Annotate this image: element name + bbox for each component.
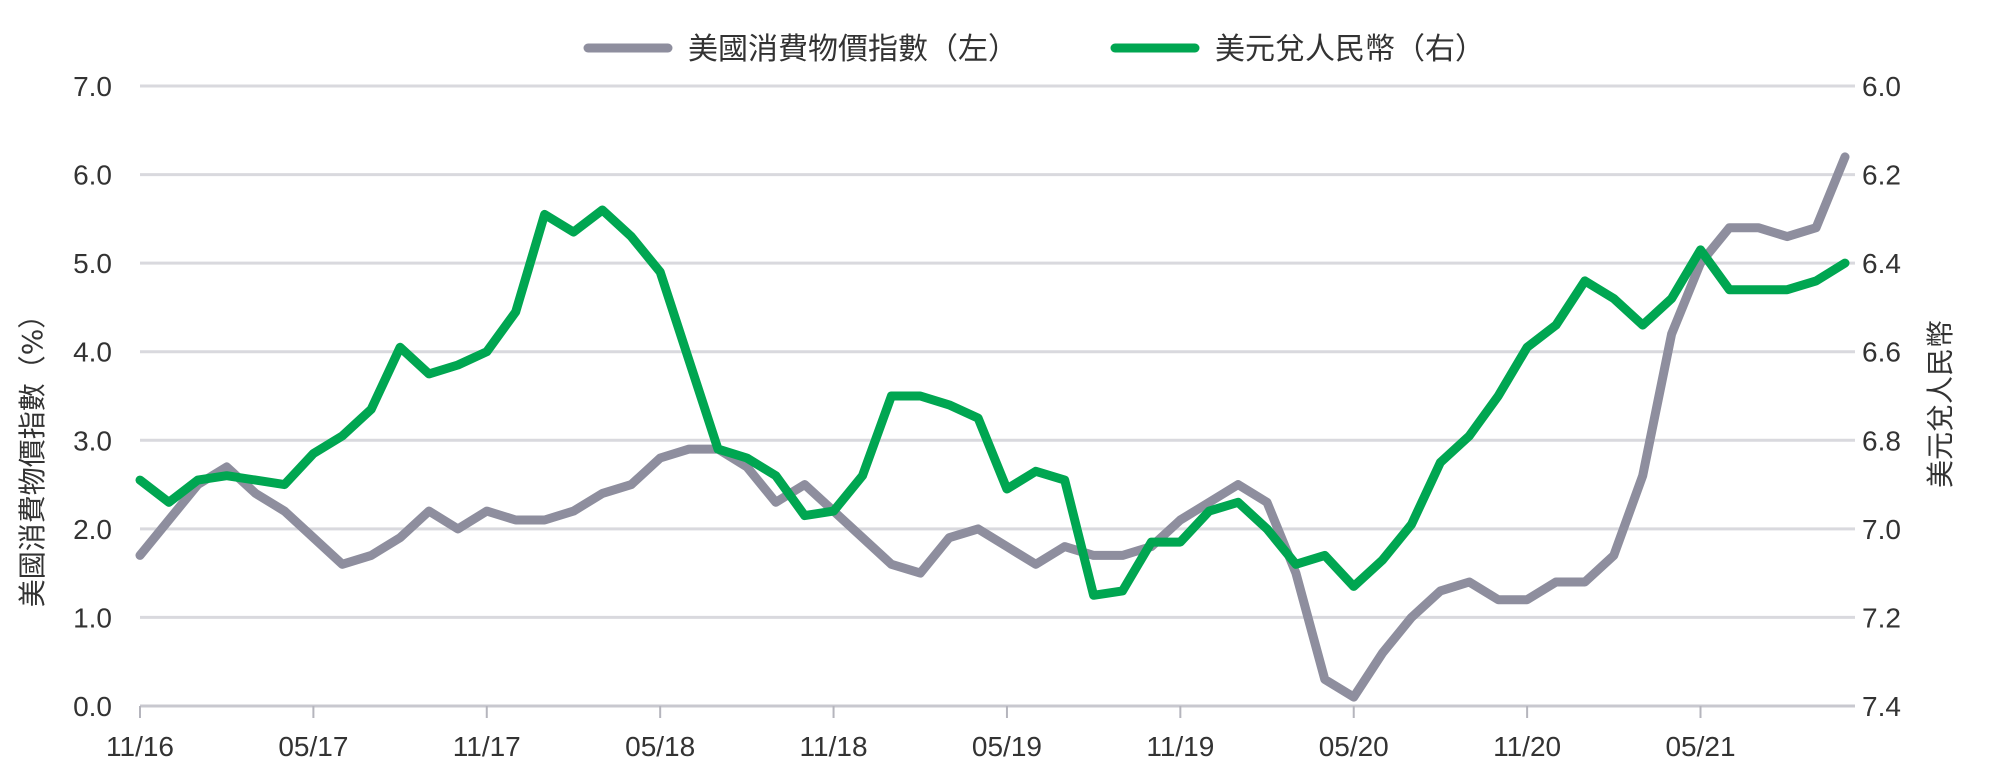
y-right-tick-label: 6.2 bbox=[1862, 160, 1901, 191]
y-right-tick-label: 7.4 bbox=[1862, 691, 1901, 722]
x-tick-label: 05/17 bbox=[278, 731, 348, 762]
y-left-tick-label: 1.0 bbox=[73, 602, 112, 633]
x-tick-label: 05/18 bbox=[625, 731, 695, 762]
usdcny-series-line bbox=[135, 205, 1850, 600]
y-right-tick-label: 6.8 bbox=[1862, 425, 1901, 456]
x-tick-label: 11/20 bbox=[1493, 731, 1561, 762]
cpi-series-line bbox=[135, 152, 1850, 702]
x-tick-label: 11/17 bbox=[453, 731, 521, 762]
y-left-tick-label: 3.0 bbox=[73, 425, 112, 456]
y-right-tick-label: 6.0 bbox=[1862, 71, 1901, 102]
axes: 0.0 1.0 2.0 3.0 4.0 5.0 6.0 7.0 6.0 6.2 6.4 6.6 6.8 7… bbox=[73, 71, 1901, 762]
y-left-tick-label: 6.0 bbox=[73, 160, 112, 191]
x-tick-label: 05/21 bbox=[1665, 731, 1735, 762]
y-axis-left-title: 美國消費物價指數（%） bbox=[16, 301, 49, 608]
y-right-tick-label: 6.6 bbox=[1862, 337, 1901, 368]
gridlines bbox=[140, 84, 1855, 619]
y-left-tick-label: 7.0 bbox=[73, 71, 112, 102]
series-lines bbox=[135, 152, 1850, 702]
x-tick-label: 05/19 bbox=[972, 731, 1042, 762]
x-tick-label: 05/20 bbox=[1319, 731, 1389, 762]
y-right-tick-label: 6.4 bbox=[1862, 248, 1901, 279]
x-tick-label: 11/19 bbox=[1146, 731, 1214, 762]
y-axis-right-title: 美元兌人民幣 bbox=[1924, 320, 1957, 488]
legend-label-cpi: 美國消費物價指數（左） bbox=[688, 32, 1018, 67]
legend: 美國消費物價指數（左） 美元兌人民幣（右） bbox=[583, 32, 1485, 67]
y-left-tick-label: 4.0 bbox=[73, 337, 112, 368]
y-left-tick-label: 0.0 bbox=[73, 691, 112, 722]
x-tick-label: 11/18 bbox=[800, 731, 868, 762]
y-left-tick-label: 2.0 bbox=[73, 514, 112, 545]
legend-label-usdcny: 美元兌人民幣（右） bbox=[1215, 32, 1485, 67]
y-right-tick-label: 7.0 bbox=[1862, 514, 1901, 545]
y-left-tick-label: 5.0 bbox=[73, 248, 112, 279]
y-right-tick-label: 7.2 bbox=[1862, 602, 1901, 633]
x-tick-label: 11/16 bbox=[106, 731, 174, 762]
